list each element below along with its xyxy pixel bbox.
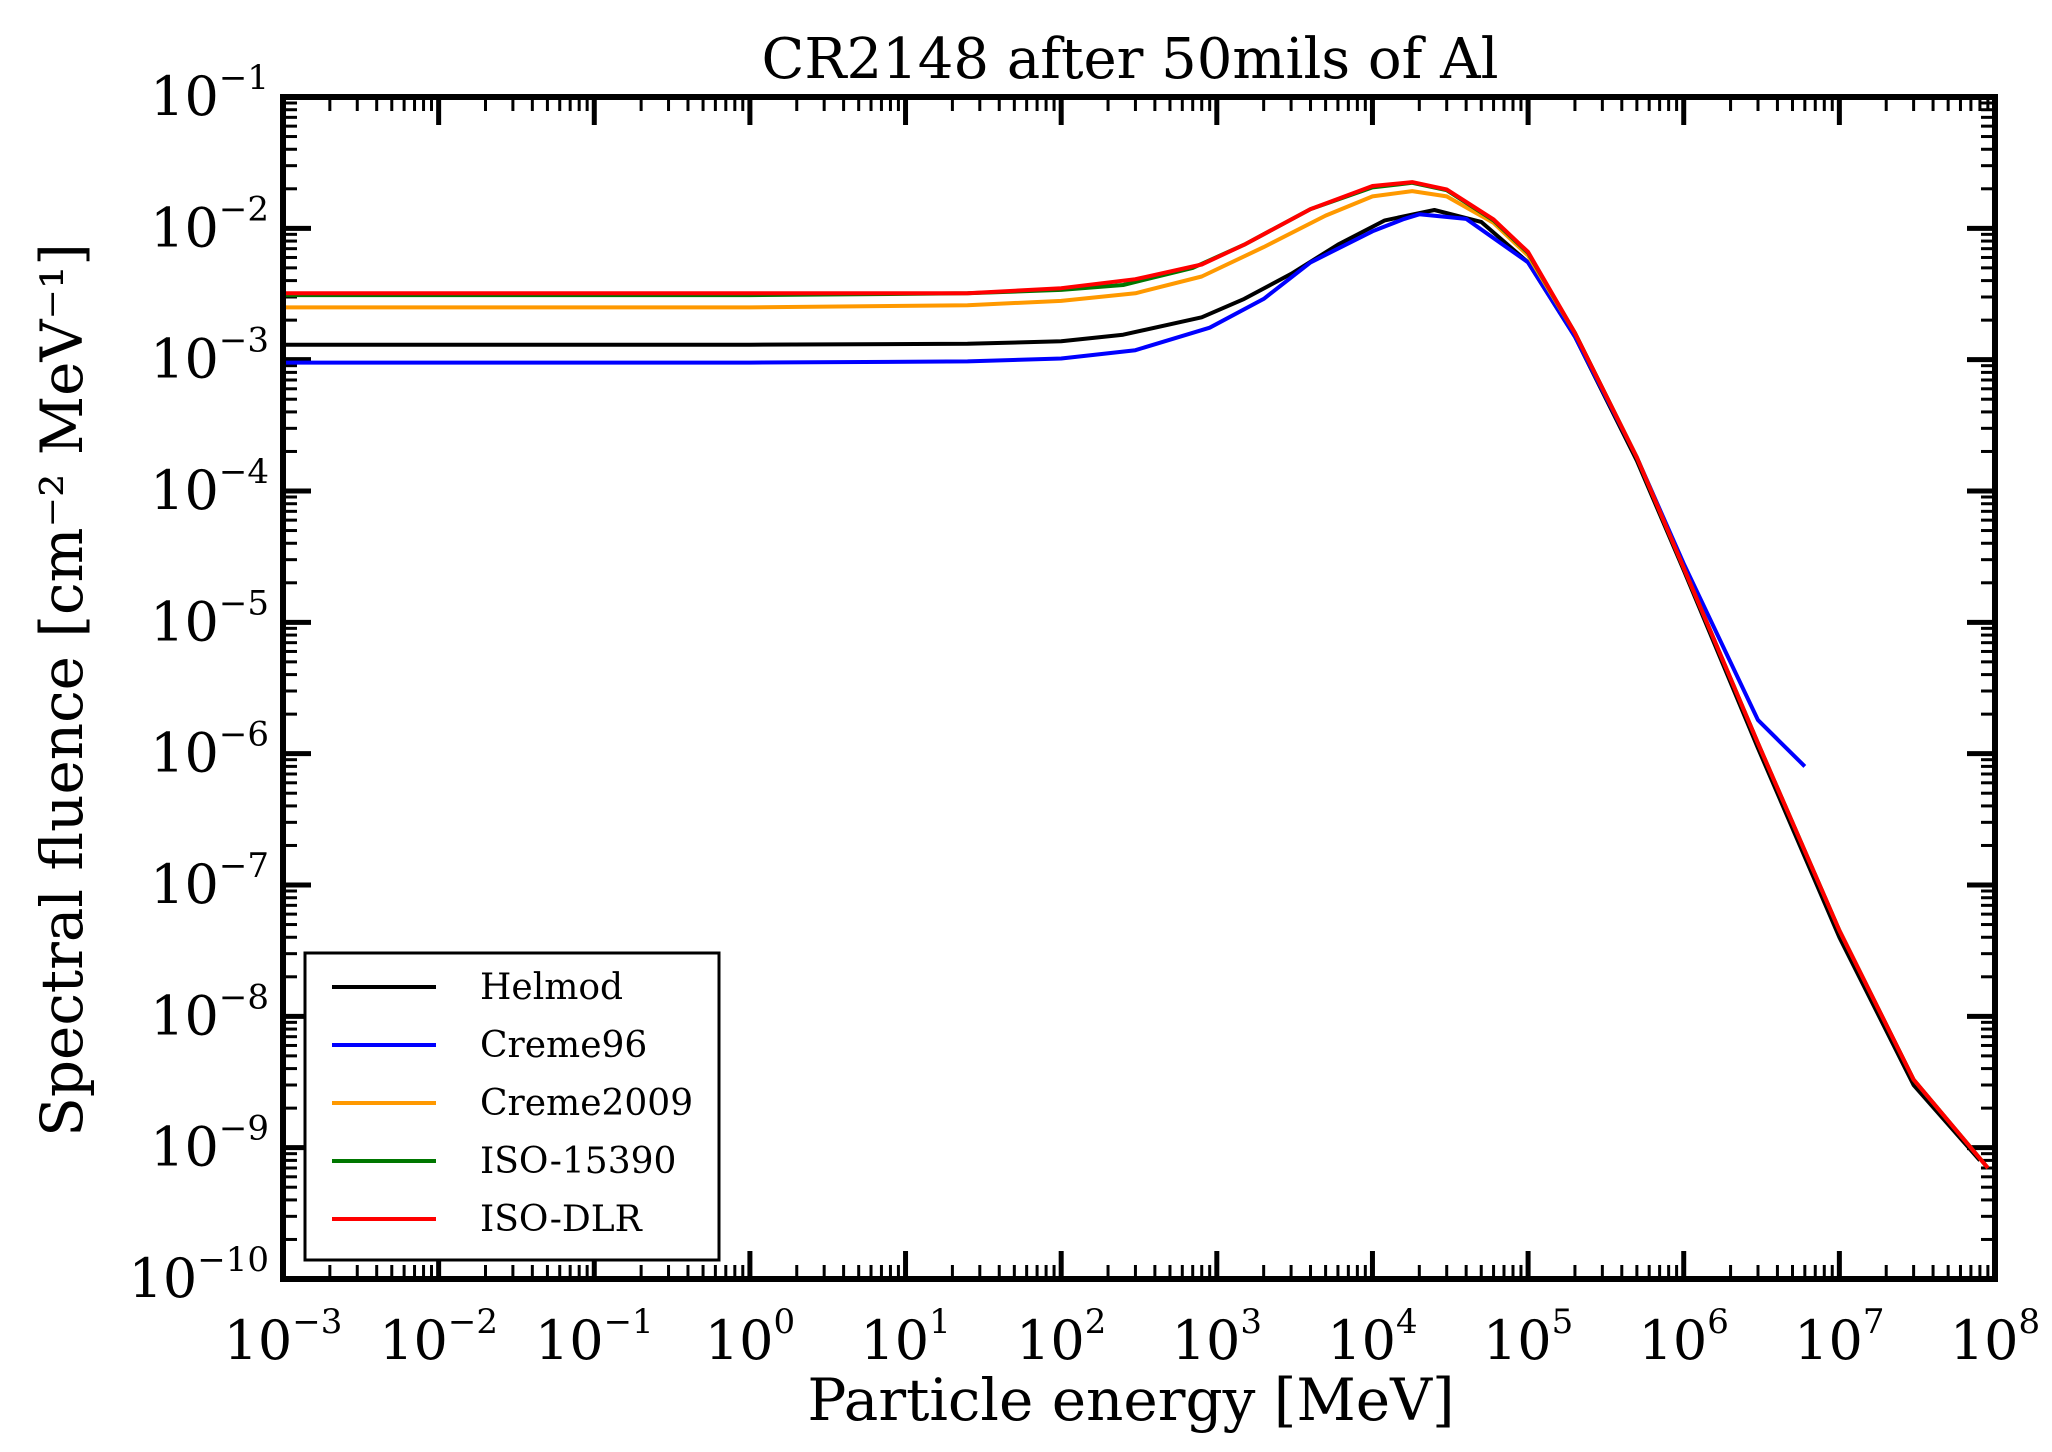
x-tick-exponent: 1	[929, 1302, 951, 1342]
y-tick-label: 10−7	[150, 846, 269, 916]
y-tick-label: 10−8	[150, 977, 269, 1047]
y-tick-exponent: −10	[197, 1240, 269, 1280]
x-tick-exponent: −2	[448, 1302, 498, 1342]
y-tick-base: 10	[150, 459, 219, 522]
y-tick-base: 10	[150, 984, 219, 1047]
x-tick-exponent: −1	[604, 1302, 654, 1342]
y-tick-exponent: −4	[219, 452, 269, 492]
x-tick-label: 107	[1794, 1302, 1884, 1372]
x-tick-base: 10	[535, 1309, 604, 1372]
x-tick-label: 10−1	[535, 1302, 654, 1372]
y-tick-label: 10−1	[150, 58, 269, 128]
x-tick-exponent: 6	[1707, 1302, 1729, 1342]
legend-label: Creme2009	[480, 1083, 693, 1124]
y-tick-label: 10−10	[129, 1240, 269, 1310]
y-tick-base: 10	[150, 1116, 219, 1179]
legend: Helmod Creme96 Creme2009 ISO-15390 ISO-DLR	[303, 951, 721, 1262]
legend-label: Creme96	[480, 1025, 647, 1066]
x-tick-label: 10−3	[224, 1302, 343, 1372]
x-tick-label: 10−2	[379, 1302, 498, 1372]
plot-frame	[280, 94, 1998, 1282]
x-tick-base: 10	[1016, 1309, 1085, 1372]
x-tick-label: 106	[1639, 1302, 1729, 1372]
x-tick-label: 103	[1172, 1302, 1262, 1372]
x-tick-base: 10	[1327, 1309, 1396, 1372]
y-tick-exponent: −7	[219, 846, 269, 886]
y-tick-base: 10	[150, 853, 219, 916]
x-tick-label: 101	[860, 1302, 950, 1372]
y-tick-label: 10−5	[150, 583, 269, 653]
series-line-iso-dlr	[283, 180, 1990, 1170]
y-tick-base: 10	[129, 1247, 198, 1310]
x-tick-base: 10	[224, 1309, 293, 1372]
y-tick-exponent: −5	[219, 583, 269, 623]
legend-label: ISO-DLR	[480, 1199, 643, 1240]
y-tick-label: 10−3	[150, 321, 269, 391]
y-tick-label: 10−6	[150, 715, 269, 785]
y-tick-base: 10	[150, 590, 219, 653]
chart-title: CR2148 after 50mils of Al	[762, 27, 1499, 92]
x-tick-exponent: 5	[1552, 1302, 1574, 1342]
x-tick-base: 10	[705, 1309, 774, 1372]
x-tick-label: 100	[705, 1302, 795, 1372]
y-axis-title: Spectral fluence [cm⁻² MeV⁻¹]	[28, 243, 96, 1137]
x-tick-label: 108	[1950, 1302, 2040, 1372]
x-axis-title: Particle energy [MeV]	[807, 1366, 1454, 1434]
legend-label: Helmod	[480, 967, 623, 1008]
series-layer	[283, 180, 1990, 1170]
legend-box	[303, 951, 721, 1262]
x-tick-base: 10	[379, 1309, 448, 1372]
y-tick-exponent: −8	[219, 977, 269, 1017]
y-tick-base: 10	[150, 328, 219, 391]
x-tick-label: 104	[1327, 1302, 1417, 1372]
x-tick-base: 10	[1794, 1309, 1863, 1372]
x-tick-base: 10	[1172, 1309, 1241, 1372]
y-tick-exponent: −3	[219, 321, 269, 361]
y-tick-base: 10	[150, 196, 219, 259]
y-tick-exponent: −2	[219, 189, 269, 229]
x-tick-exponent: 7	[1863, 1302, 1885, 1342]
y-tick-base: 10	[150, 65, 219, 128]
x-tick-base: 10	[1639, 1309, 1708, 1372]
x-tick-exponent: 8	[2019, 1302, 2041, 1342]
x-tick-exponent: 0	[773, 1302, 795, 1342]
x-tick-exponent: 3	[1240, 1302, 1262, 1342]
y-tick-label: 10−9	[150, 1109, 269, 1179]
legend-label: ISO-15390	[480, 1141, 676, 1182]
y-tick-base: 10	[150, 722, 219, 785]
x-tick-exponent: 2	[1085, 1302, 1107, 1342]
x-tick-label: 102	[1016, 1302, 1106, 1372]
x-tick-base: 10	[1483, 1309, 1552, 1372]
y-tick-label: 10−4	[150, 452, 269, 522]
y-tick-exponent: −9	[219, 1109, 269, 1149]
x-tick-base: 10	[860, 1309, 929, 1372]
x-tick-exponent: −3	[292, 1302, 342, 1342]
x-tick-exponent: 4	[1396, 1302, 1418, 1342]
x-tick-label: 105	[1483, 1302, 1573, 1372]
y-tick-label: 10−2	[150, 189, 269, 259]
x-tick-base: 10	[1950, 1309, 2019, 1372]
axis-ticks: 10−3 10−2 10−1 100 101 102 103 104 105 106 107 1081…	[129, 58, 2041, 1372]
y-tick-exponent: −1	[219, 58, 269, 98]
y-tick-exponent: −6	[219, 715, 269, 755]
